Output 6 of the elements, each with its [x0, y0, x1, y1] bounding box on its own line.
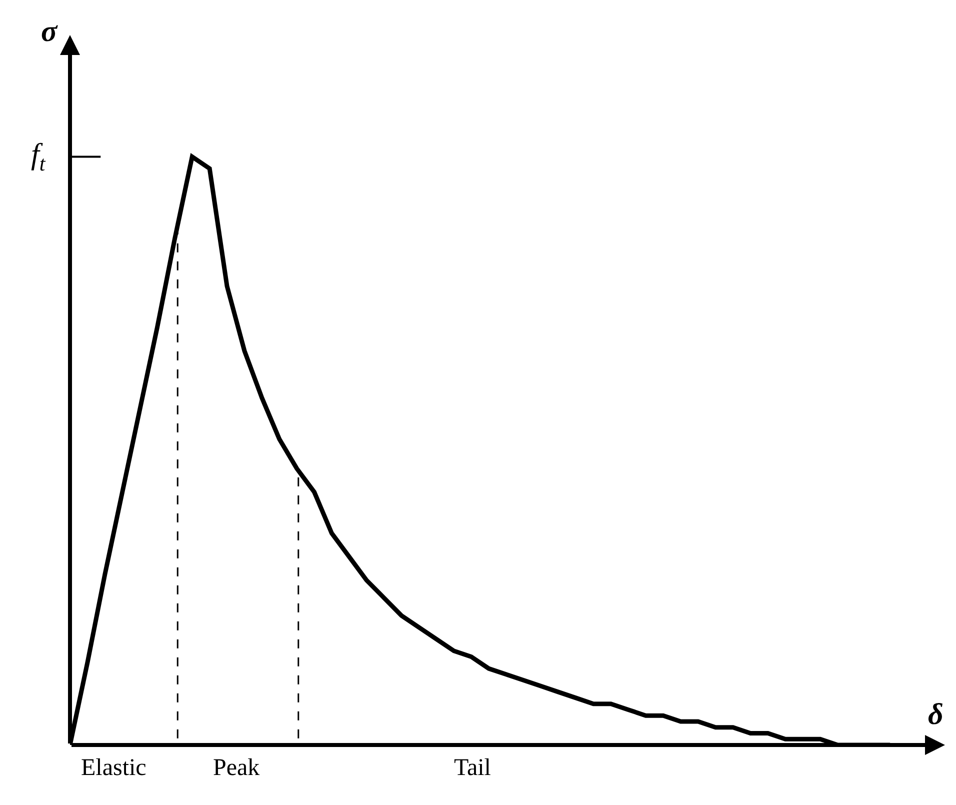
text: Tail	[454, 755, 492, 781]
text: Elastic	[81, 755, 146, 781]
y-axis-title: σ	[41, 15, 58, 48]
ref-line-label: f$_{t}$	[31, 138, 46, 176]
text: Peak	[213, 755, 260, 781]
x-axis-title: δ	[928, 698, 944, 731]
